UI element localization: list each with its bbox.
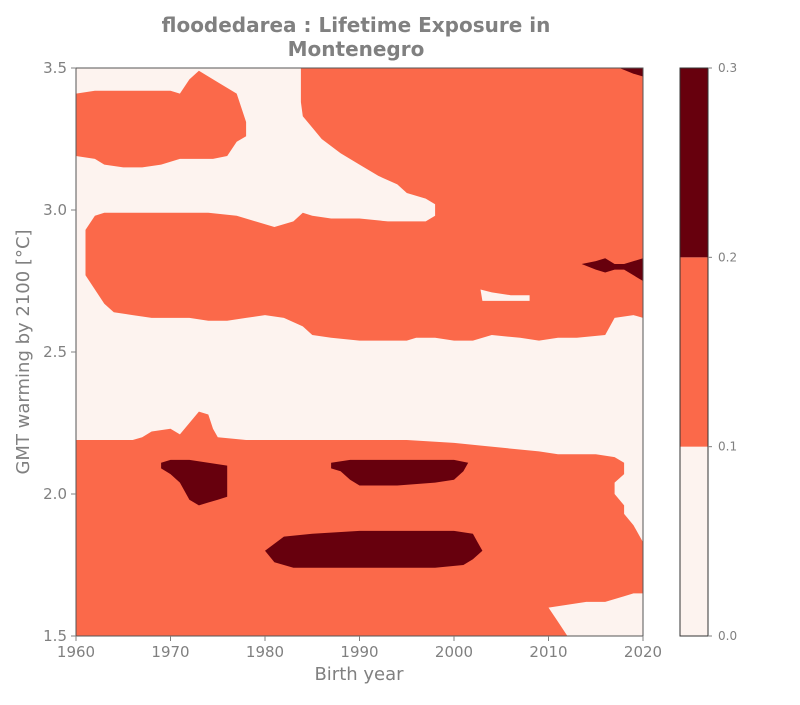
contour-region-high-band-lower (265, 530, 483, 568)
colorbar-segment (680, 446, 708, 636)
chart-title-line: floodedarea : Lifetime Exposure in (162, 13, 551, 37)
x-tick-label: 1960 (57, 643, 95, 661)
x-axis: 1960 1970 1980 1990 2000 2010 2020 (57, 636, 662, 661)
colorbar-segment (680, 68, 708, 258)
contour-region-mid-band-top-left (76, 70, 247, 168)
colorbar-tick-label: 0.2 (718, 250, 737, 264)
colorbar-tick-label: 0.1 (718, 440, 737, 454)
contour-region-low-band-hole-right (480, 289, 530, 301)
x-tick-label: 2020 (624, 643, 662, 661)
y-tick-label: 2.5 (43, 343, 67, 361)
x-tick-label: 2000 (435, 643, 473, 661)
x-tick-label: 1970 (151, 643, 189, 661)
contour-region-mid-band-upper-right (85, 68, 643, 341)
colorbar-tick-label: 0.3 (718, 61, 737, 75)
contour-region-high-band-top-corner (619, 68, 643, 77)
y-axis-label: GMT warming by 2100 [°C] (13, 229, 34, 474)
y-tick-label: 2.0 (43, 485, 67, 503)
colorbar-frame (679, 67, 709, 637)
x-axis-label: Birth year (314, 664, 404, 685)
y-tick-label: 1.5 (43, 627, 67, 645)
colorbar-segment (680, 257, 708, 447)
colorbar-tick-label: 0.0 (718, 629, 737, 643)
x-tick-label: 1990 (340, 643, 378, 661)
y-tick-label: 3.0 (43, 201, 67, 219)
contour-regions (76, 68, 643, 636)
x-tick-label: 2010 (529, 643, 567, 661)
y-axis: 1.5 2.0 2.5 3.0 3.5 (43, 59, 76, 645)
contour-region-high-band-right (581, 258, 643, 281)
colorbar: 0.0 0.1 0.2 0.3 (679, 61, 737, 643)
contour-region-high-band-1990s (331, 459, 469, 486)
chart-title-line: Montenegro (288, 37, 425, 61)
y-tick-label: 3.5 (43, 59, 67, 77)
x-tick-label: 1980 (246, 643, 284, 661)
chart-title: floodedarea : Lifetime Exposure inMonten… (162, 13, 551, 61)
contour-region-high-band-1970s (161, 459, 228, 506)
